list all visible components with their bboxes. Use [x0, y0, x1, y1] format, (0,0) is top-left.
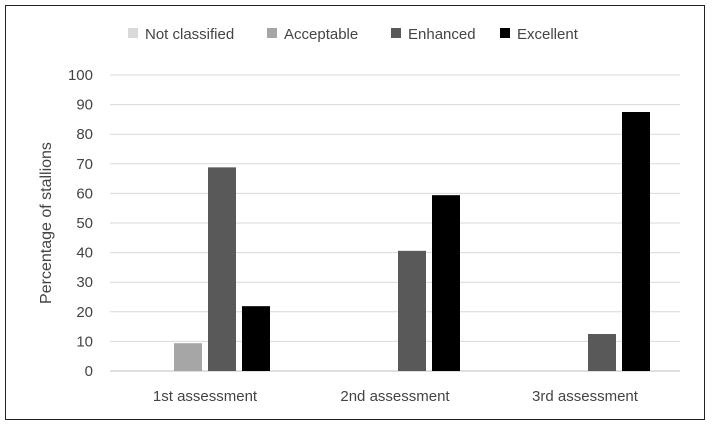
- y-tick-label: 60: [76, 185, 93, 202]
- y-tick-label: 100: [68, 67, 93, 84]
- legend-swatch: [267, 28, 277, 38]
- gridlines: [110, 74, 680, 372]
- legend: Not classified Acceptable Enhanced Excellen…: [128, 26, 579, 43]
- y-tick-label: 50: [76, 215, 93, 232]
- bar-excellent-2: [432, 195, 460, 371]
- legend-label: Excellent: [517, 26, 579, 43]
- y-tick-label: 0: [85, 363, 93, 380]
- y-tick-label: 10: [76, 333, 93, 350]
- bar-enhanced-1: [208, 167, 236, 371]
- legend-swatch: [500, 28, 510, 38]
- bar-acceptable-1: [174, 343, 202, 371]
- legend-label: Acceptable: [284, 26, 358, 43]
- y-tick-label: 80: [76, 126, 93, 143]
- y-tick-label: 70: [76, 156, 93, 173]
- bar-excellent-3: [622, 112, 650, 371]
- x-tick-label: 2nd assessment: [340, 388, 450, 405]
- y-tick-labels: 0 10 20 30 40 50 60 70 80 90 100: [68, 67, 93, 380]
- y-tick-label: 30: [76, 274, 93, 291]
- x-tick-label: 3rd assessment: [532, 388, 639, 405]
- bars: [174, 112, 650, 371]
- legend-label: Enhanced: [408, 26, 476, 43]
- bar-excellent-1: [242, 306, 270, 371]
- y-tick-label: 20: [76, 304, 93, 321]
- y-axis-label: Percentage of stallions: [38, 142, 55, 304]
- legend-swatch: [391, 28, 401, 38]
- y-tick-label: 90: [76, 97, 93, 114]
- x-tick-label: 1st assessment: [153, 388, 258, 405]
- legend-swatch: [128, 28, 138, 38]
- bar-enhanced-2: [398, 250, 426, 371]
- legend-label: Not classified: [145, 26, 234, 43]
- y-tick-label: 40: [76, 245, 93, 262]
- x-tick-labels: 1st assessment 2nd assessment 3rd assessme…: [153, 388, 639, 405]
- bar-enhanced-3: [588, 334, 616, 371]
